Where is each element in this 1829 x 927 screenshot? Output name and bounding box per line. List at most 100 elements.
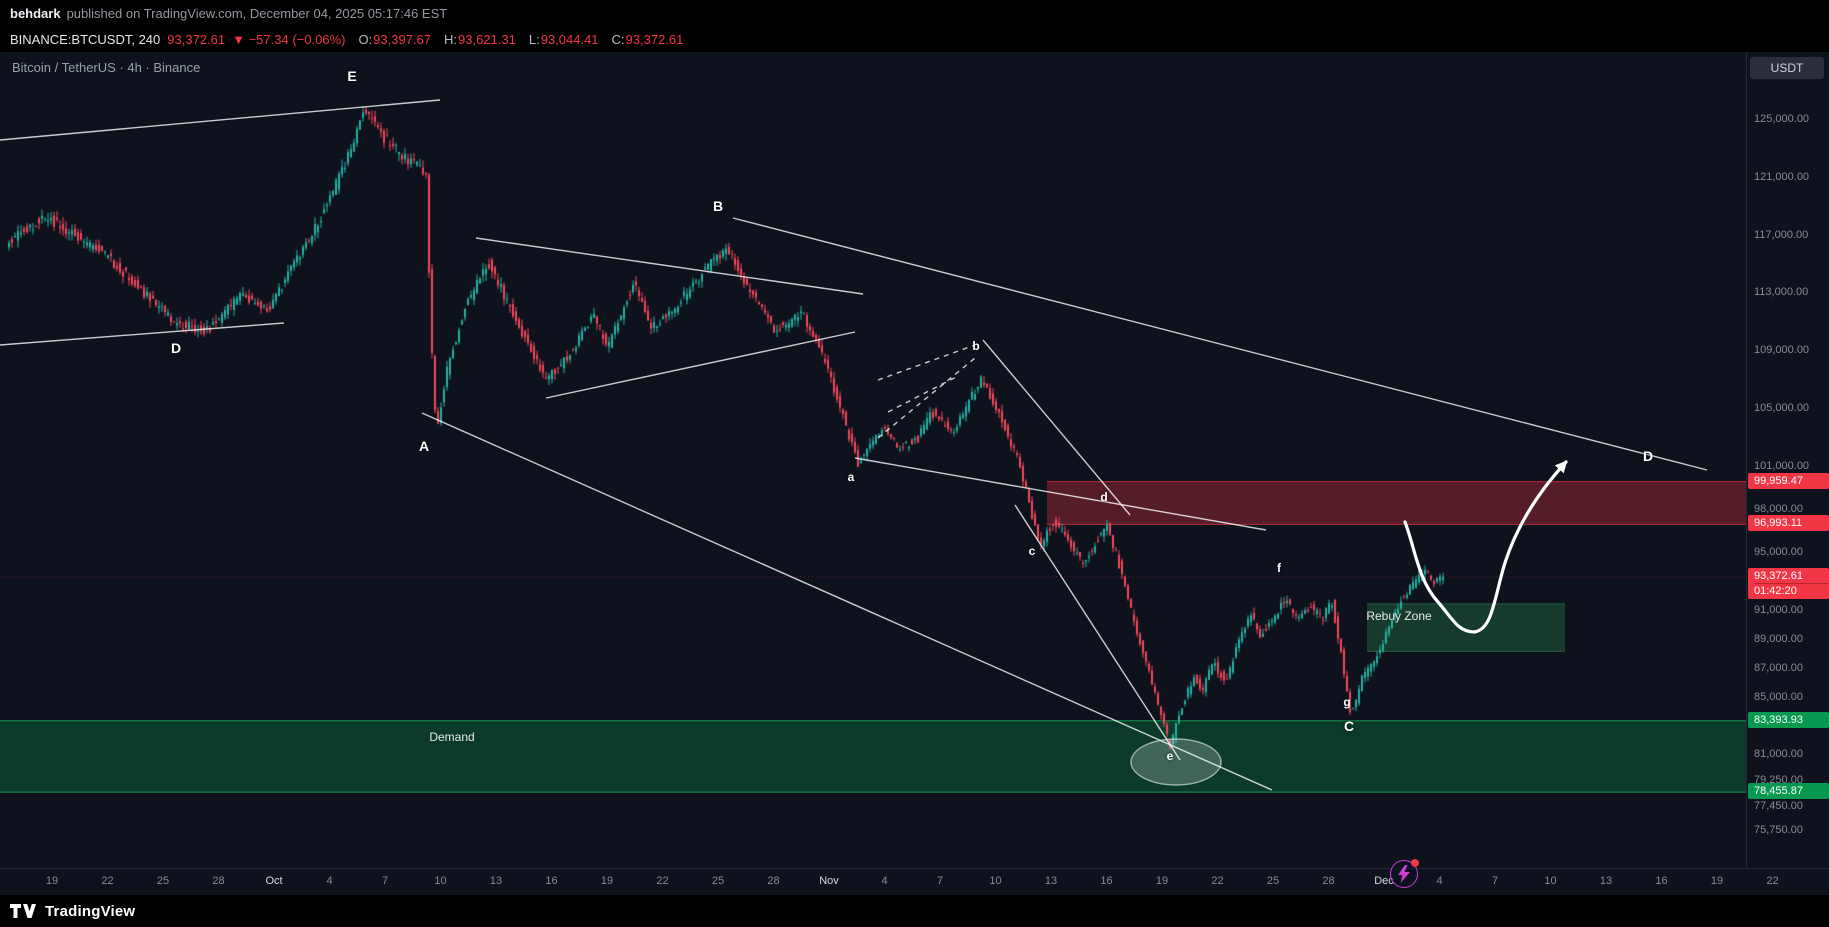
low-value: L:93,044.41 (528, 31, 599, 47)
ohlc-bar: BINANCE:BTCUSDT, 240 93,372.61 ▼ −57.34 … (0, 26, 1829, 52)
time-axis-label: 13 (1599, 875, 1613, 887)
dashed-trendline (877, 357, 976, 439)
bar-countdown: 01:42:20 (1754, 582, 1829, 597)
price-axis-label: 95,000.00 (1754, 546, 1803, 559)
price-axis-label: 77,450.00 (1754, 799, 1803, 812)
open-value: O:93,397.67 (358, 31, 432, 47)
time-axis-label: 4 (1436, 875, 1443, 887)
lightning-bolt-icon (1398, 865, 1410, 883)
time-axis-label: 19 (1710, 875, 1724, 887)
price-tag: 96,993.11 (1748, 515, 1829, 532)
chart-legend: Bitcoin / TetherUS · 4h · Binance (12, 60, 201, 75)
wave-label-d: d (1100, 490, 1108, 504)
time-axis-label: 28 (212, 875, 225, 887)
wave-label-D: D (1642, 448, 1654, 464)
trendline (0, 322, 285, 346)
time-axis-label: 16 (1655, 875, 1668, 887)
high-value: H:93,621.31 (444, 31, 516, 47)
time-axis-label: 7 (1491, 875, 1499, 887)
price-tag: 93,372.61 01:42:20 (1748, 567, 1829, 599)
dashed-trendline (877, 344, 976, 381)
publish-bar: behdark published on TradingView.com, De… (0, 0, 1829, 26)
price-change: ▼ −57.34 (−0.06%) (232, 31, 346, 47)
time-axis-label: 22 (101, 875, 114, 887)
wave-label-b: b (972, 339, 980, 353)
tradingview-logo[interactable]: TradingView (10, 903, 135, 920)
time-axis-label: 16 (1100, 875, 1113, 887)
price-axis-label: 98,000.00 (1754, 502, 1803, 515)
low-highlight-ellipse (1130, 738, 1222, 786)
author-name: behdark (10, 5, 61, 21)
time-axis-label: Oct (265, 875, 283, 887)
tradingview-wordmark: TradingView (45, 902, 136, 920)
price-tag: 83,393.93 (1748, 711, 1829, 728)
last-price: 93,372.61 (167, 31, 226, 47)
time-axis-label: 4 (881, 875, 888, 887)
trendline (475, 237, 864, 295)
rebuy-zone-label: Rebuy Zone (1366, 609, 1432, 623)
demand-zone-label: Demand (429, 730, 475, 744)
price-axis-label: 101,000.00 (1754, 459, 1810, 472)
symbol-interval: BINANCE:BTCUSDT, 240 (10, 31, 161, 47)
wave-label-A: A (418, 438, 430, 454)
tradingview-logo-icon (10, 904, 36, 918)
price-tag: 78,455.87 (1748, 783, 1829, 800)
wave-label-g: g (1343, 695, 1351, 709)
price-axis-label: 121,000.00 (1754, 170, 1810, 183)
time-axis[interactable]: 19 22 25 28 Oct 4 7 10 13 16 19 22 25 28 Nov 4 7 10 13 16 19… (0, 868, 1829, 896)
price-axis-label: 117,000.00 (1754, 228, 1809, 241)
time-axis-label: 19 (600, 875, 614, 887)
trendline (1014, 504, 1181, 761)
time-axis-label: 7 (936, 875, 944, 887)
dashed-trendline (887, 375, 959, 413)
trendline (421, 412, 1273, 791)
time-axis-label: 16 (545, 875, 558, 887)
price-axis-label: 125,000.00 (1754, 113, 1810, 125)
price-axis-label: 91,000.00 (1754, 603, 1803, 616)
wave-label-C: C (1343, 718, 1355, 734)
publish-info: published on TradingView.com, December 0… (66, 5, 448, 21)
idea-flash-icon[interactable] (1390, 859, 1419, 888)
trendline (982, 339, 1131, 516)
wave-label-D: D (170, 340, 182, 356)
price-axis-label: 81,000.00 (1754, 748, 1803, 761)
trendline (545, 331, 856, 399)
time-axis-label: 10 (434, 875, 447, 887)
price-axis-label: 109,000.00 (1754, 344, 1810, 357)
time-axis-label: 28 (767, 875, 780, 887)
trendline (732, 217, 1708, 471)
footer-bar: TradingView (0, 895, 1829, 927)
time-axis-label: 25 (711, 875, 725, 887)
price-axis-label: 87,000.00 (1754, 661, 1803, 674)
currency-toggle-button[interactable]: USDT (1750, 57, 1824, 79)
time-axis-label: 22 (1211, 875, 1224, 887)
time-axis-label: 10 (989, 875, 1002, 887)
projection-arrow (1403, 460, 1568, 634)
time-axis-label: 19 (45, 875, 59, 887)
time-axis-label: 28 (1322, 875, 1335, 887)
time-axis-label: 13 (489, 875, 503, 887)
time-axis-label: 25 (156, 875, 170, 887)
chart-canvas[interactable] (0, 52, 1746, 868)
time-axis-label: Dec (1374, 875, 1394, 887)
price-axis-label: 75,750.00 (1754, 824, 1803, 837)
wave-label-c: c (1028, 544, 1036, 558)
price-axis-label: 85,000.00 (1754, 690, 1803, 703)
wave-label-B: B (712, 198, 724, 214)
price-axis[interactable]: 125,000.00 121,000.00 117,000.00 113,000.00… (1746, 52, 1829, 868)
time-axis-label: 22 (1766, 875, 1779, 887)
drawings-layer (0, 99, 1746, 791)
time-axis-label: 22 (656, 875, 669, 887)
wave-label-a: a (847, 470, 855, 484)
time-axis-label: 7 (381, 875, 389, 887)
trendline (0, 99, 441, 141)
trendline (854, 457, 1267, 531)
close-value: C:93,372.61 (611, 31, 684, 47)
price-axis-label: 79,250.00 (1754, 773, 1803, 786)
wave-label-E: E (347, 68, 357, 84)
time-axis-label: 13 (1044, 875, 1058, 887)
time-axis-label: 25 (1266, 875, 1280, 887)
wave-label-e: e (1166, 749, 1174, 763)
